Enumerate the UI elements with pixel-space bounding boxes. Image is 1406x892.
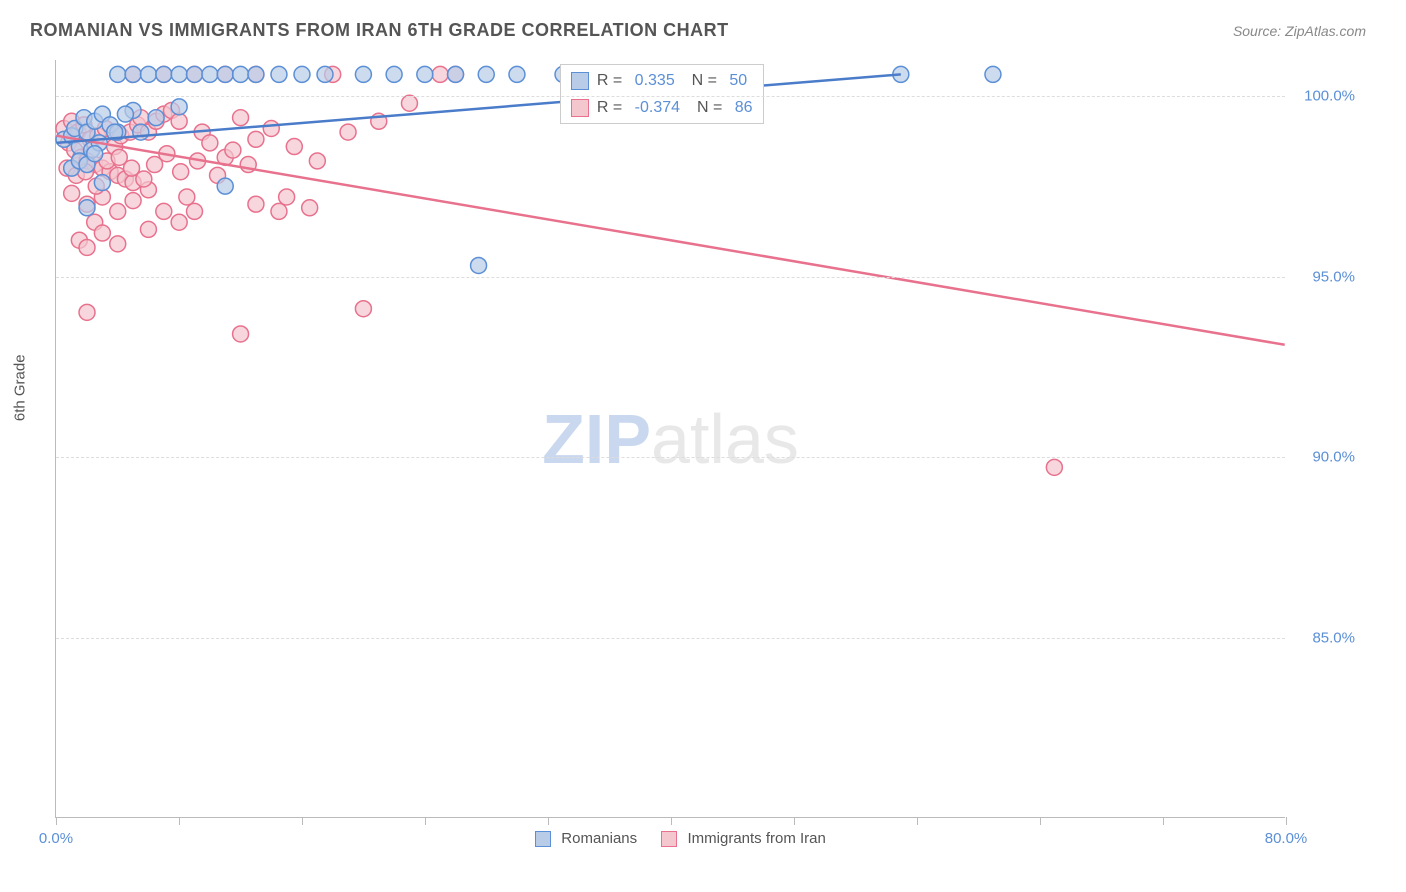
gridline-h — [56, 457, 1285, 458]
point-a — [117, 106, 133, 122]
point-b — [110, 236, 126, 252]
point-a — [79, 200, 95, 216]
point-a — [478, 66, 494, 82]
point-a — [217, 66, 233, 82]
point-a — [355, 66, 371, 82]
y-tick-label: 85.0% — [1295, 629, 1355, 646]
point-b — [179, 189, 195, 205]
point-a — [509, 66, 525, 82]
x-tick — [56, 817, 57, 825]
x-tick — [1040, 817, 1041, 825]
stats-box: R = 0.335 N = 50 R = -0.374 N = 86 — [560, 64, 764, 124]
y-tick-label: 90.0% — [1295, 449, 1355, 466]
point-b — [225, 142, 241, 158]
point-b — [263, 121, 279, 137]
point-a — [471, 257, 487, 273]
point-a — [985, 66, 1001, 82]
gridline-h — [56, 277, 1285, 278]
gridline-h — [56, 638, 1285, 639]
y-axis-label: 6th Grade — [12, 354, 29, 421]
point-b — [233, 326, 249, 342]
point-a — [156, 66, 172, 82]
point-b — [171, 214, 187, 230]
stats-swatch-b — [571, 99, 589, 117]
point-a — [148, 110, 164, 126]
point-a — [202, 66, 218, 82]
legend-swatch-b — [661, 831, 677, 847]
plot-area: ZIPatlas R = 0.335 N = 50 R = -0.374 N =… — [55, 60, 1285, 818]
point-a — [317, 66, 333, 82]
x-tick — [917, 817, 918, 825]
point-b — [94, 225, 110, 241]
point-b — [309, 153, 325, 169]
point-a — [294, 66, 310, 82]
point-b — [302, 200, 318, 216]
legend-label-a: Romanians — [561, 830, 637, 847]
point-b — [286, 139, 302, 155]
y-tick-label: 95.0% — [1295, 268, 1355, 285]
point-a — [125, 66, 141, 82]
point-b — [140, 221, 156, 237]
point-a — [171, 99, 187, 115]
point-a — [233, 66, 249, 82]
gridline-h — [56, 96, 1285, 97]
y-tick-label: 100.0% — [1295, 88, 1355, 105]
x-tick — [1163, 817, 1164, 825]
point-b — [79, 304, 95, 320]
stats-swatch-a — [571, 72, 589, 90]
point-b — [187, 203, 203, 219]
point-a — [87, 146, 103, 162]
point-b — [156, 203, 172, 219]
point-b — [171, 113, 187, 129]
point-a — [271, 66, 287, 82]
point-b — [271, 203, 287, 219]
point-b — [340, 124, 356, 140]
point-a — [171, 66, 187, 82]
legend-label-b: Immigrants from Iran — [688, 830, 826, 847]
x-tick — [794, 817, 795, 825]
chart-title: ROMANIAN VS IMMIGRANTS FROM IRAN 6TH GRA… — [30, 20, 729, 41]
point-b — [64, 185, 80, 201]
x-tick — [548, 817, 549, 825]
point-a — [94, 175, 110, 191]
point-b — [432, 66, 448, 82]
x-tick — [425, 817, 426, 825]
point-b — [173, 164, 189, 180]
point-a — [448, 66, 464, 82]
point-b — [279, 189, 295, 205]
point-a — [248, 66, 264, 82]
point-a — [110, 66, 126, 82]
point-b — [248, 196, 264, 212]
point-b — [355, 301, 371, 317]
x-tick — [302, 817, 303, 825]
point-b — [125, 193, 141, 209]
x-tick — [1286, 817, 1287, 825]
point-b — [136, 171, 152, 187]
point-a — [217, 178, 233, 194]
point-b — [110, 203, 126, 219]
chart-svg — [56, 60, 1285, 817]
point-b — [202, 135, 218, 151]
point-a — [140, 66, 156, 82]
point-a — [417, 66, 433, 82]
point-b — [248, 131, 264, 147]
point-b — [79, 239, 95, 255]
trendline-b — [56, 136, 1284, 345]
x-tick-label: 0.0% — [39, 830, 73, 847]
point-b — [233, 110, 249, 126]
x-tick — [671, 817, 672, 825]
source-label: Source: ZipAtlas.com — [1233, 23, 1366, 39]
legend: Romanians Immigrants from Iran — [56, 830, 1285, 847]
point-b — [1046, 459, 1062, 475]
x-tick — [179, 817, 180, 825]
point-a — [187, 66, 203, 82]
point-a — [386, 66, 402, 82]
x-tick-label: 80.0% — [1265, 830, 1308, 847]
point-b — [401, 95, 417, 111]
legend-swatch-a — [535, 831, 551, 847]
